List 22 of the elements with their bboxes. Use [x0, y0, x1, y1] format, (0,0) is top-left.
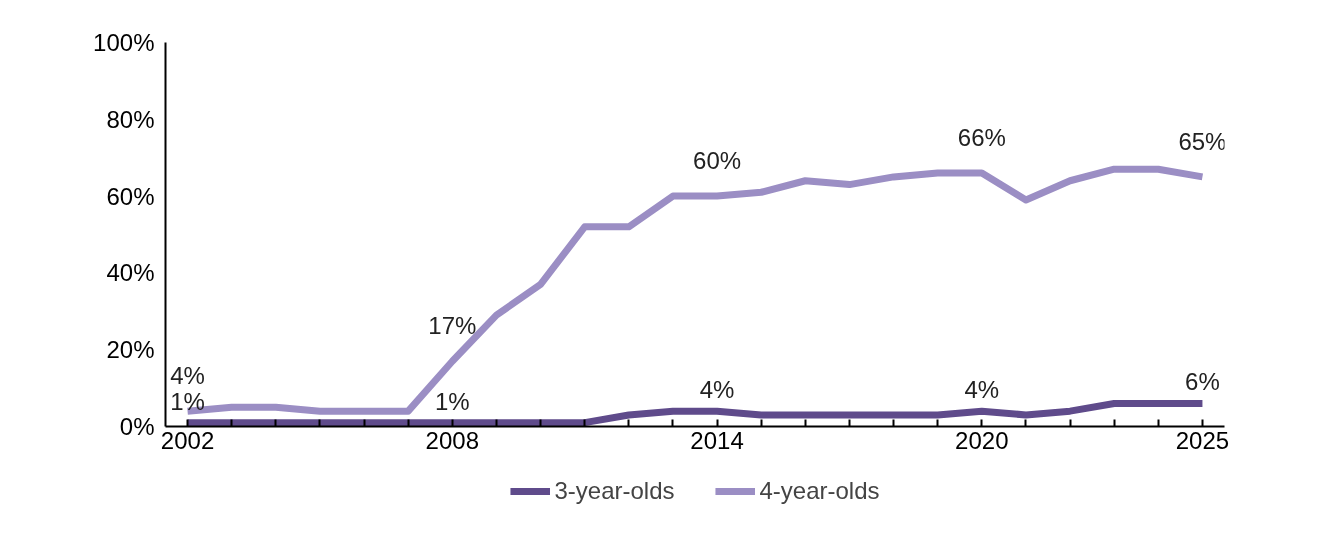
y-tick-label: 40%: [106, 259, 155, 287]
y-tick-label: 80%: [106, 105, 155, 133]
x-tick-label: 2025: [1175, 426, 1230, 454]
data-label: 66%: [957, 124, 1006, 152]
data-label: 4%: [699, 376, 735, 404]
x-tick-label: 2014: [690, 426, 744, 454]
x-tick-label: 2008: [425, 426, 480, 454]
data-label: 4%: [170, 362, 205, 390]
legend-label: 3-year-olds: [554, 477, 675, 505]
y-tick-label: 20%: [106, 336, 155, 364]
legend-label: 4-year-olds: [759, 477, 880, 505]
data-label: 4%: [964, 376, 1000, 404]
data-label: 1%: [434, 387, 470, 415]
data-label: 6%: [1185, 368, 1220, 396]
data-label: 60%: [693, 147, 742, 175]
y-tick-label: 60%: [106, 182, 155, 210]
data-label: 17%: [428, 312, 477, 340]
y-tick-label: 100%: [93, 29, 155, 56]
x-tick-label: 2020: [955, 426, 1009, 454]
y-tick-label: 0%: [119, 413, 155, 440]
data-label: 1%: [170, 387, 205, 415]
x-tick-label: 2002: [160, 426, 215, 454]
